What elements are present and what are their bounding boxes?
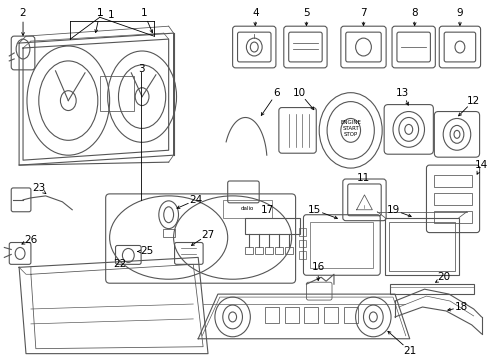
- Bar: [310, 222, 373, 268]
- Text: 13: 13: [396, 88, 410, 98]
- Bar: [163, 229, 174, 237]
- Bar: [255, 247, 263, 255]
- Bar: [265, 307, 279, 323]
- Text: 10: 10: [293, 88, 306, 98]
- Text: 23: 23: [32, 183, 46, 193]
- Text: 1: 1: [97, 8, 103, 18]
- Text: 17: 17: [261, 205, 274, 215]
- Bar: [324, 307, 338, 323]
- Bar: [298, 251, 306, 260]
- Bar: [298, 228, 306, 235]
- Bar: [245, 218, 299, 234]
- Text: 11: 11: [357, 173, 370, 183]
- Text: 8: 8: [411, 8, 418, 18]
- Text: 1: 1: [141, 8, 147, 18]
- Bar: [223, 200, 272, 218]
- Text: 9: 9: [457, 8, 463, 18]
- Text: 2: 2: [20, 8, 26, 18]
- Text: 1: 1: [108, 10, 115, 20]
- Bar: [245, 247, 253, 255]
- Text: 7: 7: [360, 8, 367, 18]
- Text: 4: 4: [252, 8, 259, 18]
- Bar: [434, 211, 472, 223]
- Bar: [344, 307, 358, 323]
- Text: 18: 18: [455, 302, 468, 312]
- Bar: [434, 193, 472, 205]
- Text: 1: 1: [97, 8, 103, 18]
- Bar: [434, 175, 472, 187]
- Bar: [100, 76, 134, 111]
- Bar: [265, 247, 273, 255]
- Bar: [304, 307, 318, 323]
- Bar: [389, 222, 455, 271]
- Text: 20: 20: [438, 272, 451, 282]
- Text: 12: 12: [467, 96, 480, 105]
- Text: 19: 19: [387, 205, 400, 215]
- Text: 27: 27: [201, 230, 215, 239]
- Text: 25: 25: [141, 247, 154, 256]
- Text: ENGINE
START
STOP: ENGINE START STOP: [340, 120, 361, 137]
- Bar: [385, 218, 459, 275]
- Text: 15: 15: [308, 205, 321, 215]
- Text: 16: 16: [312, 262, 325, 272]
- Bar: [275, 247, 283, 255]
- Bar: [285, 247, 293, 255]
- Text: 22: 22: [113, 259, 126, 269]
- Text: 26: 26: [24, 234, 38, 244]
- Bar: [285, 307, 298, 323]
- Text: dalio: dalio: [241, 206, 254, 211]
- Bar: [298, 239, 306, 247]
- Bar: [390, 284, 474, 294]
- Text: 3: 3: [138, 64, 145, 74]
- Text: 5: 5: [303, 8, 310, 18]
- Text: 24: 24: [190, 195, 203, 205]
- Text: 14: 14: [475, 160, 488, 170]
- Text: 6: 6: [273, 88, 280, 98]
- Text: 21: 21: [403, 346, 416, 356]
